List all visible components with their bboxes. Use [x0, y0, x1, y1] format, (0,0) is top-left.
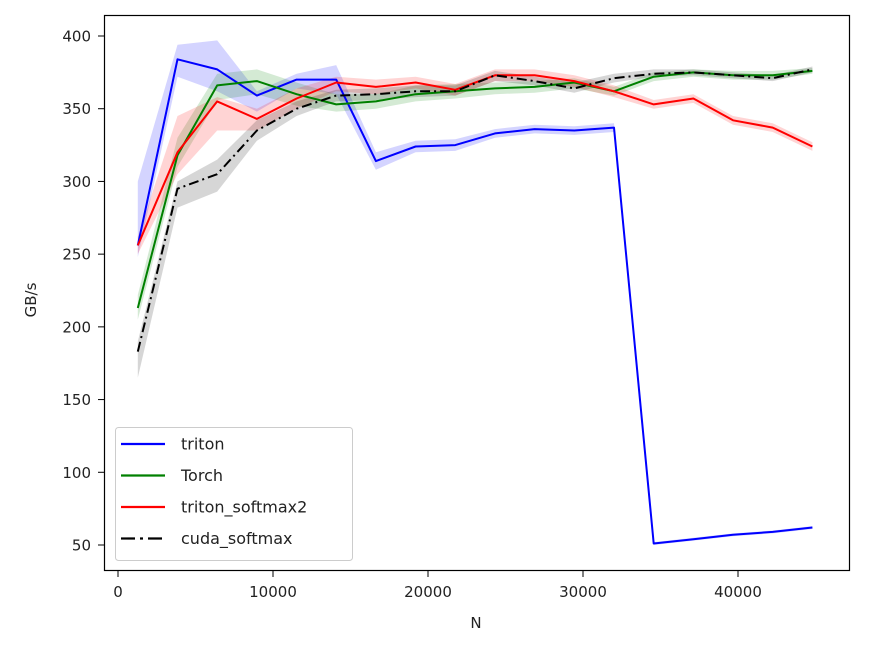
y-tick-label: 200: [62, 318, 91, 336]
x-tick-label: 40000: [714, 583, 762, 601]
x-tick-label: 10000: [249, 583, 297, 601]
y-tick-label: 350: [62, 100, 91, 118]
series-lines: [136, 58, 813, 545]
confidence-bands: [137, 40, 813, 546]
legend-label-triton: triton: [181, 435, 225, 454]
band-triton: [137, 40, 813, 546]
line-triton-softmax2: [136, 74, 813, 246]
plot-frame: [103, 14, 851, 572]
y-tick-label: 400: [62, 28, 91, 46]
legend-label-cuda-softmax: cuda_softmax: [181, 529, 293, 549]
y-tick-label: 150: [62, 391, 91, 409]
legend-label-triton-softmax2: triton_softmax2: [181, 498, 307, 518]
line-cuda-softmax: [136, 68, 813, 352]
x-axis-label: N: [470, 614, 481, 632]
band-torch: [137, 68, 813, 320]
legend: triton Torch triton_softmax2 cuda_softmax: [115, 427, 353, 561]
legend-box: [115, 427, 353, 561]
legend-label-torch: Torch: [180, 466, 223, 485]
line-triton: [136, 58, 813, 545]
y-tick-label: 300: [62, 173, 91, 191]
y-tick-label: 100: [62, 464, 91, 482]
x-axis: 0 10000 20000 30000 40000: [113, 570, 762, 601]
x-tick-label: 0: [113, 583, 123, 601]
y-tick-label: 50: [72, 537, 91, 555]
y-tick-label: 250: [62, 246, 91, 264]
y-axis-label: GB/s: [22, 282, 40, 317]
x-tick-label: 30000: [559, 583, 607, 601]
y-axis: 50 100 150 200 250 300 350 400: [62, 28, 105, 555]
x-tick-label: 20000: [404, 583, 452, 601]
